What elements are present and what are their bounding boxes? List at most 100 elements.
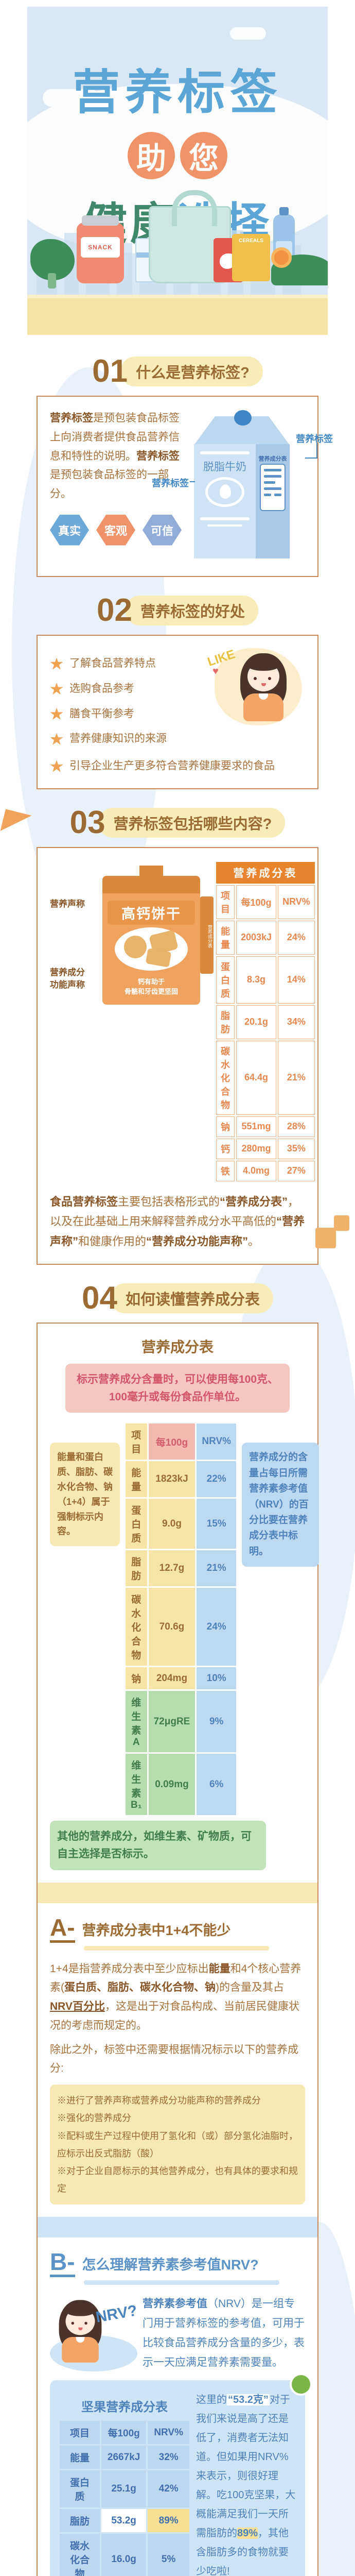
text-segment: 89% bbox=[237, 2528, 258, 2539]
girl-illustration bbox=[54, 2300, 106, 2363]
girl-illustration bbox=[235, 653, 292, 721]
table-heading: 营养成分表 bbox=[141, 1339, 214, 1355]
poster-title-badges: 助 您 bbox=[27, 132, 328, 179]
subsection-title: 营养成分表中1+4不能少 bbox=[82, 1922, 231, 1938]
text-segment: 可自主选择是否标示。 bbox=[57, 1831, 252, 1860]
text-segment: ，其他含脂肪多的食物就要少吃啦! bbox=[196, 2528, 289, 2576]
pink-note: 标示营养成分含量时，可以使用每100克、100毫升或每份食品作单位。 bbox=[65, 1364, 290, 1413]
heart-icon: ♥ bbox=[212, 666, 219, 677]
nutrition-claim-callout: 营养声称 bbox=[50, 899, 85, 909]
nut-panel-row: 坚果营养成分表 项目 每100g NRV% 能量 2667kJ 32% 蛋白质 25.1g… bbox=[58, 2391, 297, 2576]
text-segment: “营养成分功能声称” bbox=[146, 1234, 248, 1248]
list-item: 了解食品营养特点 bbox=[50, 654, 202, 673]
benefit-text: 选购食品参考 bbox=[69, 682, 134, 694]
table-with-notes-row: 能量和蛋白质、脂肪、碳水化合物、钠（1+4）属于强制标示内容。 项目 每100g N… bbox=[50, 1422, 319, 1817]
conditional-nutrients-box: ※进行了营养声称或营养成分功能声称的营养成分 ※强化的营养成分 ※配料或生产过程… bbox=[50, 2084, 305, 2205]
section-02: 02 营养标签的好处 了解食品营养特点 选购食品参考 膳食平衡参考 营养健康知识… bbox=[27, 595, 328, 789]
callout-line bbox=[305, 457, 317, 459]
section-01: 01 什么是营养标签? 营养标签是预包装食品标签上向消费者提供食品营养信息和特性… bbox=[27, 355, 333, 577]
text-segment: 钙有助于 bbox=[137, 977, 165, 986]
girl-like-illustration: LIKE ♥ bbox=[206, 647, 305, 755]
hero-header: 营养标签 助 您 健康选择 SNACK CEREALS bbox=[27, 7, 328, 335]
section-title: 营养标签包括哪些内容? bbox=[98, 807, 286, 838]
text-segment: “营养成分表” bbox=[220, 1195, 288, 1208]
milk-drop-icon bbox=[220, 484, 231, 499]
subsection-b: B- 怎么理解营养素参考值NRV? NRV? bbox=[50, 2250, 312, 2576]
carton-cap bbox=[234, 410, 252, 426]
mandatory-note: 能量和蛋白质、脂肪、碳水化合物、钠（1+4）属于强制标示内容。 bbox=[50, 1443, 120, 1547]
callout-line bbox=[316, 443, 317, 457]
section-01-header: 01 什么是营养标签? bbox=[27, 355, 328, 387]
text-segment: 营养素参考值 bbox=[143, 2298, 207, 2310]
hexagon-badge: 可信 bbox=[143, 515, 182, 546]
subsection-tag: B- bbox=[50, 2250, 75, 2278]
text-segment: 营养标签 bbox=[50, 412, 93, 424]
section-number: 04 bbox=[82, 1280, 117, 1316]
section-title: 营养标签的好处 bbox=[125, 596, 258, 625]
text-segment: 这里的 bbox=[196, 2394, 227, 2406]
text-segment: 蛋白质、脂肪、碳水化合物、钠 bbox=[64, 1981, 216, 1994]
subsection-a: A- 营养成分表中1+4不能少 1+4是指营养成分表中至少应标出能量和4个核心营… bbox=[50, 1916, 305, 2205]
flower-icon bbox=[271, 247, 292, 268]
subsection-a-header: A- 营养成分表中1+4不能少 bbox=[50, 1916, 305, 1943]
text-segment: 对于我们来说是高了还是低了，消费者无法知道。但如果用NRV%来表示，则很好理解。 bbox=[196, 2394, 290, 2501]
nrv-intro-row: NRV? 营养素参考值（NRV）是一组专门用于营养标签的参考值，可用于比较食品营… bbox=[50, 2294, 305, 2372]
text-segment: 和健康作用的 bbox=[78, 1234, 147, 1248]
text-segment: “营养声称” bbox=[50, 1215, 305, 1248]
section-04: 04 如何读懂营养成分表 营养成分表 标示营养成分含量时，可以使用每100克、1… bbox=[27, 1282, 328, 2576]
milk-carton-illustration: 脱脂牛奶 营养成分表 营养标签 营养标签 bbox=[152, 409, 333, 564]
hexagon-badge: 客观 bbox=[96, 515, 135, 546]
text-segment: NRV百分比 bbox=[50, 2001, 105, 2013]
kiwi-icon bbox=[290, 2373, 312, 2396]
section-title: 什么是营养标签? bbox=[120, 357, 263, 386]
note-item: ※进行了营养声称或营养成分功能声称的营养成分 bbox=[57, 2095, 261, 2106]
text-segment: ，以及在此基础上用来解释营养成分水平高低的 bbox=[50, 1195, 299, 1228]
text-segment: 吃100克坚果，大概能满足我们一天所需脂肪的 bbox=[196, 2489, 296, 2539]
text-segment: 其他的营养成分，如维生素、矿物质， bbox=[57, 1831, 241, 1843]
cereal-box-icon: CEREALS bbox=[232, 234, 270, 281]
list-item: 选购食品参考 bbox=[50, 680, 202, 699]
list-item: 膳食平衡参考 bbox=[50, 705, 202, 724]
benefits-row: 了解食品营养特点 选购食品参考 膳食平衡参考 营养健康知识的来源 LIKE ♥ bbox=[50, 647, 305, 755]
title-badge-circle: 助 bbox=[128, 132, 175, 179]
text-segment: 营养标签 bbox=[136, 450, 180, 462]
section-number: 01 bbox=[92, 353, 128, 389]
carton-line bbox=[207, 524, 242, 527]
nrv-note: 营养成分的含量占每日所需营养素参考值（NRV）的百分比要在营养成分表中标明。 bbox=[242, 1443, 319, 1567]
text-segment: 食品营养标签 bbox=[50, 1195, 118, 1208]
benefit-text: 了解食品营养特点 bbox=[69, 657, 156, 669]
subsection-tag: A- bbox=[50, 1916, 75, 1943]
note-item: ※配料或生产过程中使用了氢化和（或）部分氢化油脂时，应标示出反式脂肪（酸） bbox=[57, 2130, 298, 2159]
list-item: 营养健康知识的来源 bbox=[50, 730, 202, 749]
nutrition-label-callout-right: 营养标签 bbox=[296, 434, 333, 444]
subsection-title: 怎么理解营养素参考值NRV? bbox=[82, 2257, 259, 2273]
subsection-a-paragraph2: 除此之外，标签中还需要根据情况标示以下的营养成分: bbox=[50, 2043, 298, 2075]
sample-nutrition-table: 项目 每100g NRV% 能量 1823kJ 22% 蛋白质 9.0g 15% 脂肪 12.… bbox=[124, 1422, 238, 1817]
optional-nutrients-note: 其他的营养成分，如维生素、矿物质，可自主选择是否标示。 bbox=[50, 1821, 266, 1870]
subsection-a-paragraph: 1+4是指营养成分表中至少应标出能量和4个核心营养素(蛋白质、脂肪、碳水化合物、… bbox=[50, 1960, 305, 2036]
grocery-illustration: SNACK CEREALS bbox=[27, 190, 328, 304]
callouts-col: 营养声称 营养成分 功能声称 bbox=[50, 860, 93, 1183]
section-01-text-col: 营养标签是预包装食品标签上向消费者提供食品营养信息和特性的说明。营养标签是预包装… bbox=[50, 409, 182, 564]
table-surface bbox=[27, 295, 328, 335]
girl-nrv-illustration: NRV? bbox=[50, 2294, 138, 2372]
section-03-box: 营养声称 营养成分 功能声称 高钙饼干 钙有助于 骨骼和牙齿更坚固 营养成分表 bbox=[37, 846, 349, 1265]
jar-label: SNACK bbox=[81, 237, 120, 258]
star-icon bbox=[50, 657, 63, 670]
subsection-underline bbox=[84, 1945, 269, 1951]
carton-line bbox=[200, 517, 250, 520]
divider-yellow bbox=[38, 1882, 317, 1903]
section-02-header: 02 营养标签的好处 bbox=[27, 595, 328, 626]
bag-flap bbox=[102, 875, 200, 893]
carton-nutrition-panel bbox=[260, 464, 286, 511]
text-segment: 1+4是指营养成分表中至少应标出 bbox=[50, 1962, 209, 1975]
nut-explanation: 这里的 “53.2克” 对于我们来说是高了还是低了，消费者无法知道。但如果用NRV%… bbox=[196, 2391, 297, 2576]
poster-title-line1: 营养标签 bbox=[72, 66, 282, 119]
star-icon bbox=[50, 683, 63, 695]
nutrition-facts-table: 营养成分表 项目 每100g NRV% 能量 2003kJ 24% 蛋白质 8.3g 14%… bbox=[215, 860, 316, 1183]
badge-row: 真实 客观 可信 bbox=[50, 513, 182, 547]
text-segment: 。 bbox=[248, 1234, 260, 1248]
note-item: ※强化的营养成分 bbox=[57, 2113, 131, 2124]
note-item: ※对于企业自愿标示的其他营养成分，也有具体的要求和规定 bbox=[57, 2165, 298, 2194]
cloud-shape bbox=[230, 27, 266, 40]
